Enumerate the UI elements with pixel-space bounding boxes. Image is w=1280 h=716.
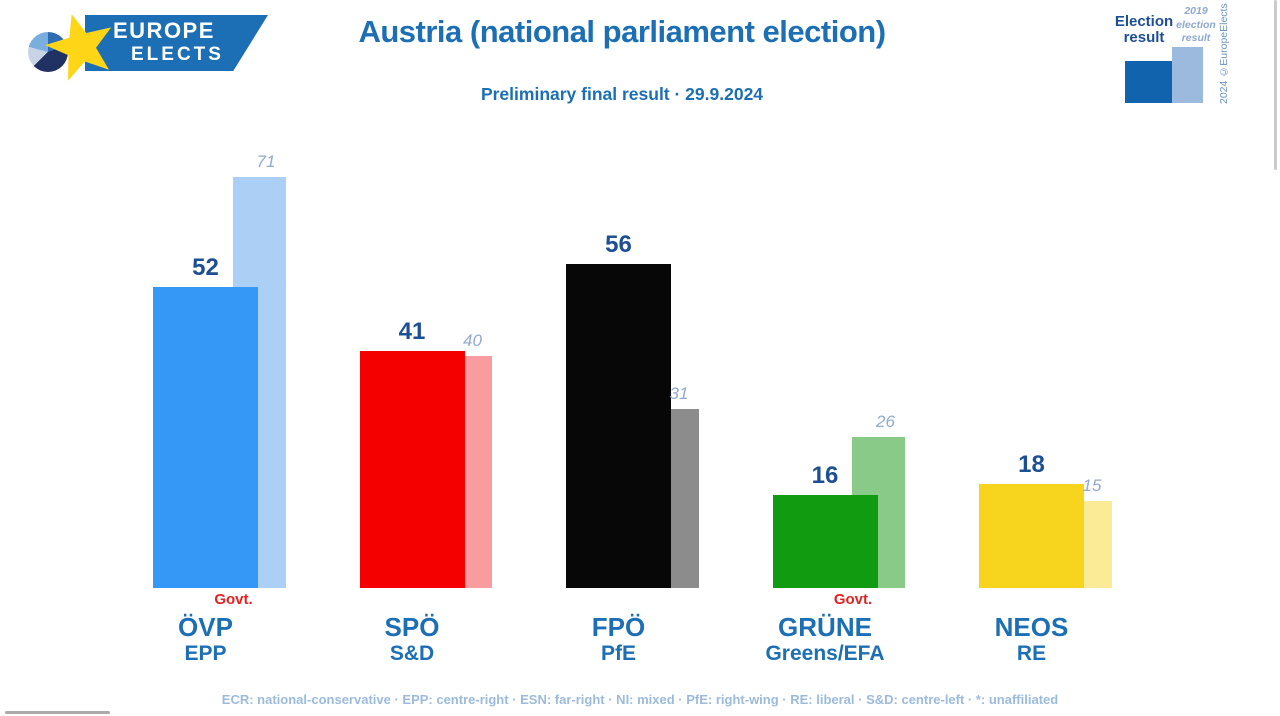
value-label-current: 16 — [811, 462, 839, 490]
party-group-label: EPP — [184, 642, 227, 665]
bar-current-NEOS — [979, 483, 1084, 588]
party-group-label: RE — [1016, 642, 1047, 665]
party-group-label: S&D — [389, 642, 435, 665]
logo-word-europe: EUROPE — [113, 18, 215, 43]
legend-previous-line3: result — [1181, 32, 1211, 44]
value-label-current: 18 — [1018, 450, 1045, 478]
value-label-previous: 31 — [669, 383, 689, 403]
legend-current-line2: result — [1123, 29, 1165, 46]
bar-current-ÖVP — [153, 286, 258, 588]
bar-current-FPÖ — [566, 263, 671, 588]
logo-word-elects: ELECTS — [131, 44, 224, 65]
party-name-label: ÖVP — [178, 612, 233, 642]
legend-swatch-current — [1125, 61, 1172, 103]
value-label-previous: 71 — [256, 152, 276, 171]
page-subtitle: Preliminary final result · 29.9.2024 — [480, 84, 764, 104]
party-name-label: GRÜNE — [778, 612, 872, 642]
party-group-label: PfE — [600, 642, 636, 665]
legend-previous-line1: 2019 — [1184, 5, 1208, 17]
horizontal-scrollbar-thumb[interactable] — [5, 711, 110, 714]
party-name-label: SPÖ — [384, 612, 440, 642]
value-label-current: 52 — [192, 253, 219, 281]
govt-badge: Govt. — [214, 591, 253, 608]
value-label-previous: 26 — [876, 412, 895, 432]
legend-current-line1: Election — [1114, 13, 1174, 30]
legend-swatch-previous — [1172, 47, 1203, 103]
footer-note: ECR: national-conservative · EPP: centre… — [221, 692, 1059, 707]
party-group-label: Greens/EFA — [765, 642, 885, 665]
legend-previous-line2: election — [1176, 18, 1216, 31]
star-icon — [45, 14, 112, 81]
party-name-label: FPÖ — [591, 612, 646, 642]
value-label-previous: 15 — [1082, 476, 1102, 496]
vertical-scrollbar-thumb[interactable] — [1274, 0, 1277, 170]
logo-banner — [85, 15, 268, 71]
legend-previous-label: 2019 election result — [1174, 5, 1218, 46]
page-title: Austria (national parliament election) — [358, 14, 886, 49]
bar-current-GRÜNE — [772, 495, 878, 588]
bar-current-SPÖ — [359, 350, 465, 588]
value-label-current: 56 — [605, 230, 632, 258]
value-label-current: 41 — [398, 317, 426, 345]
party-name-label: NEOS — [994, 612, 1069, 642]
govt-badge: Govt. — [833, 591, 873, 608]
value-label-previous: 40 — [463, 331, 482, 351]
europe-elects-logo: EUROPE ELECTS — [25, 5, 275, 81]
legend-current-label: Election result — [1112, 14, 1176, 46]
